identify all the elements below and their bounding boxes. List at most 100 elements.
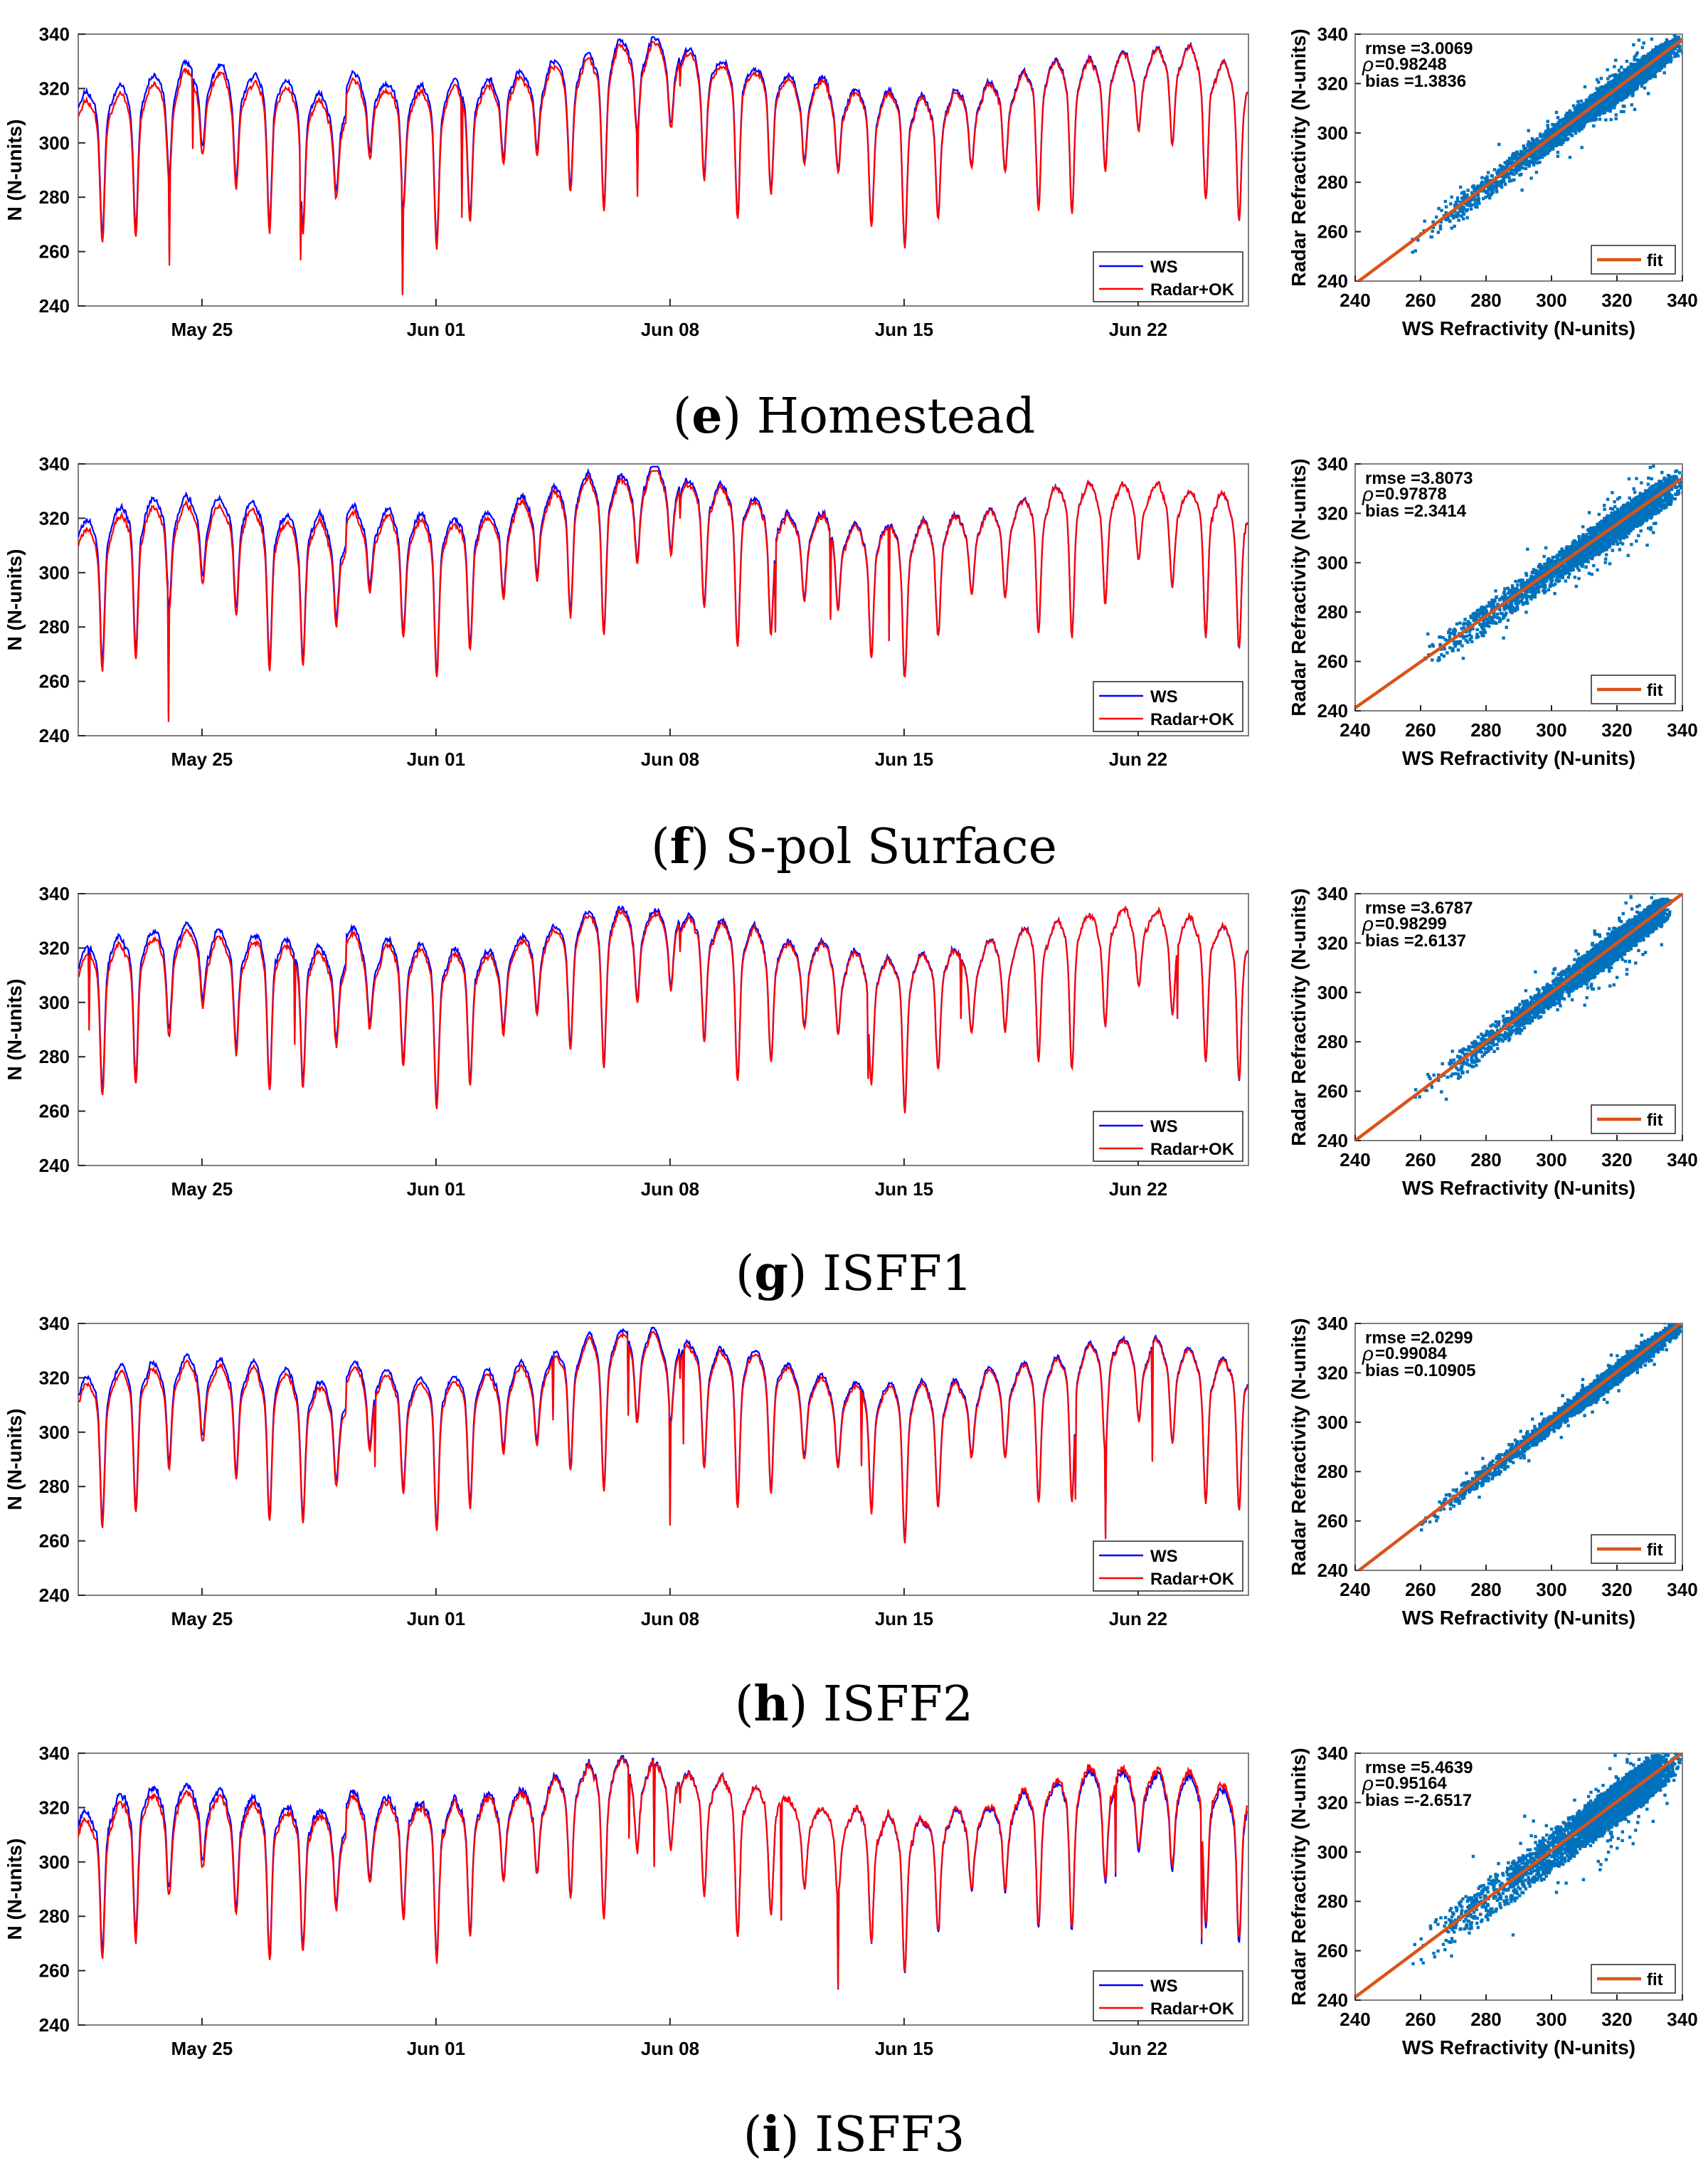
scatter-xtick-label: 320 — [1601, 2009, 1632, 2030]
panel-caption-g: (g) ISFF1 — [735, 1245, 973, 1302]
scatter-points — [1411, 1753, 1682, 1966]
scatter-xlabel: WS Refractivity (N-units) — [1402, 1177, 1635, 1199]
xtick-label: Jun 22 — [1109, 1178, 1167, 1200]
legend-ws: WS — [1150, 687, 1178, 707]
scatter-ytick-label: 320 — [1317, 1792, 1348, 1813]
legend-fit: fit — [1647, 1540, 1663, 1560]
timeseries-axes-h: 240 260 280 300 320 340 May 25 Jun 01 Jun 08 Jun … — [4, 1313, 1249, 1629]
xtick-label: Jun 22 — [1109, 1608, 1167, 1629]
scatter-ytick-label: 300 — [1317, 982, 1348, 1003]
caption-site-name: ISFF1 — [822, 1246, 973, 1302]
scatter-ytick-label: 260 — [1317, 1081, 1348, 1102]
stat-rho-symbol: ρ — [1362, 1343, 1374, 1365]
scatter-xtick-label: 280 — [1470, 719, 1501, 741]
series-radar-ok — [78, 470, 1248, 722]
caption-letter: h — [753, 1676, 789, 1733]
xtick-label: Jun 01 — [407, 319, 465, 340]
scatter-ytick-label: 240 — [1317, 1989, 1348, 2011]
scatter-ytick-label: 240 — [1317, 1130, 1348, 1151]
stat-bias: bias =-2.6517 — [1365, 1791, 1472, 1810]
timeseries-legend: WS Radar+OK — [1093, 251, 1243, 302]
legend-radar-ok: Radar+OK — [1150, 280, 1235, 300]
ytick-label: 340 — [39, 883, 70, 904]
scatter-points — [1418, 1323, 1682, 1532]
ytick-label: 320 — [39, 78, 70, 99]
scatter-xtick-label: 300 — [1536, 1579, 1566, 1600]
ylabel: N (N-units) — [4, 119, 26, 221]
xtick-label: Jun 22 — [1109, 749, 1167, 770]
scatter-ylabel: Radar Refractivity (N-units) — [1288, 888, 1310, 1146]
ytick-label: 280 — [39, 186, 70, 208]
legend-radar-ok: Radar+OK — [1150, 1570, 1235, 1589]
legend-radar-ok: Radar+OK — [1150, 1140, 1235, 1159]
ytick-label: 320 — [39, 1797, 70, 1818]
stat-bias: bias =1.3836 — [1365, 72, 1466, 91]
scatter-ytick-label: 300 — [1317, 1841, 1348, 1863]
caption-letter: e — [691, 388, 723, 445]
scatter-xtick-label: 340 — [1667, 2009, 1697, 2030]
ytick-label: 320 — [39, 937, 70, 958]
xtick-label: Jun 15 — [875, 2038, 933, 2059]
panel-caption-e: (e) Homestead — [672, 388, 1036, 445]
panel-caption-f: (f) S-pol Surface — [651, 818, 1057, 875]
scatter-ytick-label: 280 — [1317, 1461, 1348, 1482]
scatter-ylabel: Radar Refractivity (N-units) — [1288, 1318, 1310, 1576]
scatter-xtick-label: 280 — [1470, 2009, 1501, 2030]
caption-letter: f — [669, 818, 691, 875]
scatter-xtick-label: 300 — [1536, 1149, 1566, 1170]
ylabel: N (N-units) — [4, 978, 26, 1080]
xtick-label: May 25 — [171, 1178, 233, 1200]
caption-site-name: ISFF2 — [823, 1676, 974, 1733]
ytick-label: 300 — [39, 992, 70, 1013]
xtick-label: May 25 — [171, 319, 233, 340]
series-radar-ok — [78, 1331, 1248, 1544]
scatter-ytick-label: 260 — [1317, 221, 1348, 243]
scatter-ytick-label: 340 — [1317, 1743, 1348, 1764]
scatter-ylabel: Radar Refractivity (N-units) — [1288, 28, 1310, 287]
timeseries-legend: WS Radar+OK — [1093, 1111, 1243, 1162]
scatter-xtick-label: 320 — [1601, 290, 1632, 311]
caption-site-name: S-pol Surface — [725, 819, 1057, 875]
stat-bias: bias =0.10905 — [1365, 1361, 1475, 1380]
stat-rho: =0.97878 — [1375, 485, 1447, 504]
caption-site-name: Homestead — [756, 388, 1036, 445]
scatter-legend: fit — [1591, 1964, 1676, 1994]
ytick-label: 260 — [39, 1101, 70, 1122]
xtick-label: Jun 08 — [641, 1178, 699, 1200]
scatter-ylabel: Radar Refractivity (N-units) — [1288, 458, 1310, 717]
ytick-label: 240 — [39, 1585, 70, 1606]
xtick-label: May 25 — [171, 749, 233, 770]
ytick-label: 260 — [39, 1960, 70, 1982]
stat-rho: =0.98248 — [1375, 55, 1447, 74]
ytick-label: 240 — [39, 1155, 70, 1176]
scatter-xtick-label: 240 — [1340, 1579, 1370, 1600]
scatter-ytick-label: 260 — [1317, 1940, 1348, 1962]
ytick-label: 240 — [39, 295, 70, 317]
scatter-xtick-label: 340 — [1667, 1579, 1697, 1600]
ytick-label: 300 — [39, 1851, 70, 1873]
ytick-label: 300 — [39, 1422, 70, 1443]
caption-site-name: ISFF3 — [815, 2107, 965, 2163]
timeseries-axes-g: 240 260 280 300 320 340 May 25 Jun 01 Jun 08 Jun … — [4, 883, 1249, 1200]
scatter-xtick-label: 320 — [1601, 719, 1632, 741]
panel-i: 240 260 280 300 320 340 May 25 Jun 01 Jun 08 Jun … — [4, 1743, 1698, 2059]
scatter-xtick-label: 260 — [1405, 2009, 1436, 2030]
timeseries-legend: WS Radar+OK — [1093, 1970, 1243, 2021]
scatter-legend: fit — [1591, 675, 1676, 704]
legend-radar-ok: Radar+OK — [1150, 1999, 1235, 2019]
series-radar-ok — [78, 1756, 1248, 1989]
ytick-label: 340 — [39, 1743, 70, 1764]
scatter-legend: fit — [1591, 1104, 1676, 1134]
scatter-ytick-label: 240 — [1317, 1560, 1348, 1581]
xtick-label: Jun 22 — [1109, 319, 1167, 340]
stat-bias: bias =2.3414 — [1365, 502, 1467, 521]
stat-rmse: rmse =2.0299 — [1365, 1328, 1473, 1348]
ytick-label: 260 — [39, 1531, 70, 1552]
scatter-ytick-label: 300 — [1317, 1412, 1348, 1433]
stat-bias: bias =2.6137 — [1365, 931, 1466, 951]
scatter-ytick-label: 300 — [1317, 552, 1348, 573]
